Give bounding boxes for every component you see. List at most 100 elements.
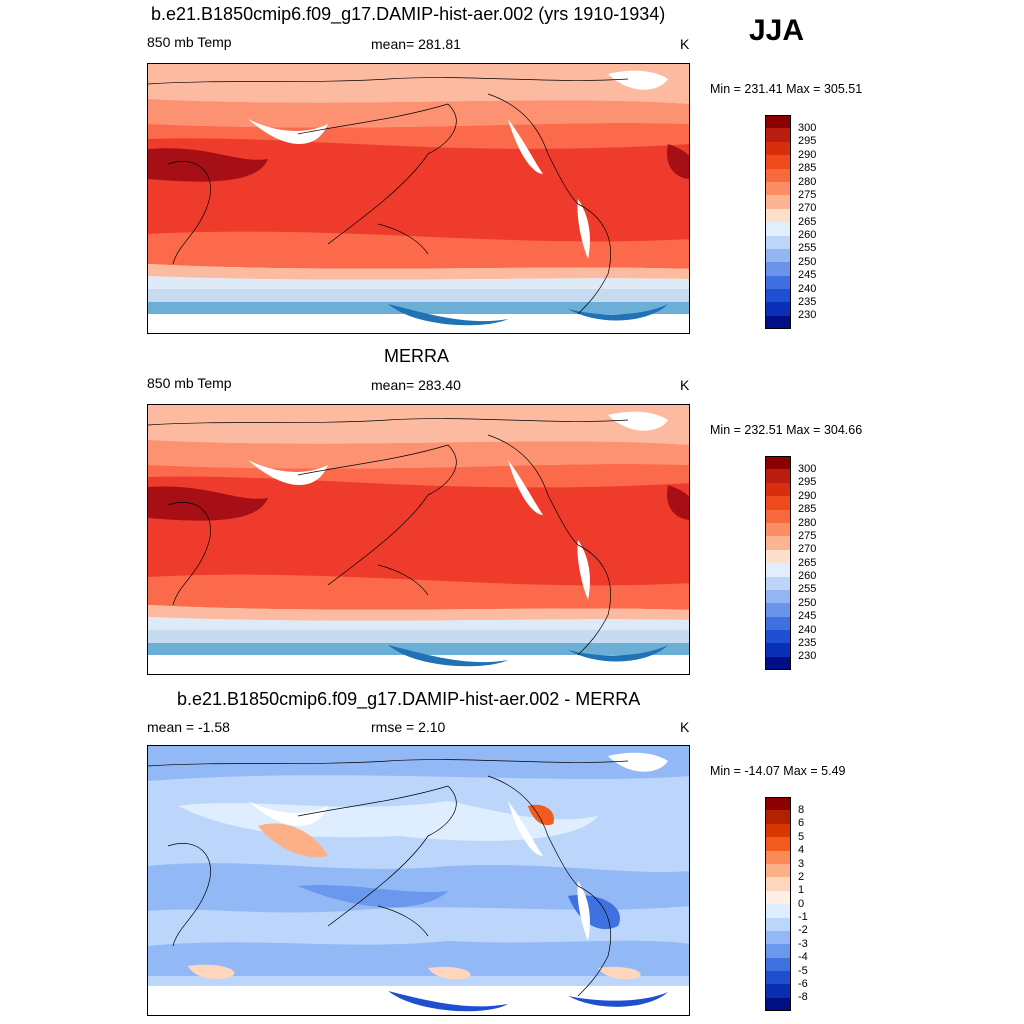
colorbar-swatch	[765, 496, 791, 510]
colorbar-tick-label: 285	[798, 162, 817, 174]
colorbar-swatch	[765, 863, 791, 878]
colorbar-swatch	[765, 315, 791, 330]
colorbar-tick-label: 260	[798, 570, 817, 582]
colorbar-tick-label: -2	[798, 924, 808, 936]
colorbar-tick-label: -6	[798, 978, 808, 990]
colorbar-swatch	[765, 262, 791, 276]
panel-2-field	[148, 405, 689, 674]
colorbar-tick-label: 1	[798, 884, 805, 896]
panel-3-field	[148, 746, 689, 1015]
colorbar-swatch	[765, 971, 791, 985]
colorbar-swatch	[765, 957, 791, 972]
colorbar-swatch	[765, 944, 791, 958]
colorbar-tick-label: 255	[798, 583, 817, 595]
panel-1-coastlines	[148, 77, 629, 315]
colorbar-swatch	[765, 576, 791, 590]
panel-1-colorbar	[765, 115, 791, 330]
panel-1-map	[147, 63, 690, 334]
colorbar-swatch	[765, 155, 791, 169]
panel-2-units-label: K	[680, 377, 690, 393]
panel-2-colorbar	[765, 456, 791, 671]
colorbar-swatch	[765, 456, 791, 470]
colorbar-tick-label: 250	[798, 597, 817, 609]
colorbar-swatch	[765, 195, 791, 209]
colorbar-tick-label: 260	[798, 229, 817, 241]
colorbar-swatch	[765, 589, 791, 604]
panel-2-variable-label: 850 mb Temp	[147, 375, 232, 391]
colorbar-swatch	[765, 235, 791, 249]
colorbar-swatch	[765, 810, 791, 824]
colorbar-tick-label: 280	[798, 176, 817, 188]
panel-1-mean-label: mean= 281.81	[371, 36, 461, 52]
colorbar-tick-label: 230	[798, 309, 817, 321]
colorbar-tick-label: 265	[798, 216, 817, 228]
panel-3-coastlines	[148, 759, 629, 997]
colorbar-swatch	[765, 522, 791, 537]
colorbar-tick-label: 2	[798, 871, 805, 883]
colorbar-swatch	[765, 823, 791, 838]
colorbar-swatch	[765, 289, 791, 303]
panel-2-map	[147, 404, 690, 675]
panel-1-title: b.e21.B1850cmip6.f09_g17.DAMIP-hist-aer.…	[151, 4, 666, 24]
colorbar-tick-label: 295	[798, 476, 817, 488]
panel-1-variable-label: 850 mb Temp	[147, 34, 232, 50]
colorbar-tick-label: 290	[798, 149, 817, 161]
colorbar-swatch	[765, 208, 791, 223]
colorbar-swatch	[765, 997, 791, 1012]
colorbar-swatch	[765, 563, 791, 577]
colorbar-tick-label: -4	[798, 951, 808, 963]
panel-3-mean-label: mean = -1.58	[147, 719, 230, 735]
colorbar-tick-label: 250	[798, 256, 817, 268]
panel-1-field	[148, 64, 689, 333]
colorbar-tick-label: 265	[798, 557, 817, 569]
panel-3-title: b.e21.B1850cmip6.f09_g17.DAMIP-hist-aer.…	[177, 689, 641, 709]
colorbar-swatch	[765, 877, 791, 891]
colorbar-swatch	[765, 616, 791, 631]
colorbar-tick-label: -1	[798, 911, 808, 923]
colorbar-tick-label: 240	[798, 283, 817, 295]
colorbar-tick-label: 300	[798, 463, 817, 475]
colorbar-tick-label: 8	[798, 804, 805, 816]
colorbar-swatch	[765, 656, 791, 671]
colorbar-tick-label: -3	[798, 938, 808, 950]
panel-3-colorbar	[765, 797, 791, 1012]
colorbar-swatch	[765, 115, 791, 129]
colorbar-swatch	[765, 984, 791, 998]
colorbar-swatch	[765, 643, 791, 657]
colorbar-tick-label: 275	[798, 189, 817, 201]
colorbar-tick-label: 235	[798, 637, 817, 649]
colorbar-swatch	[765, 181, 791, 196]
colorbar-swatch	[765, 222, 791, 236]
colorbar-tick-label: 285	[798, 503, 817, 515]
colorbar-swatch	[765, 917, 791, 931]
colorbar-swatch	[765, 850, 791, 864]
colorbar-tick-label: 6	[798, 817, 805, 829]
colorbar-tick-label: 275	[798, 530, 817, 542]
colorbar-swatch	[765, 904, 791, 918]
panel-3-units-label: K	[680, 719, 690, 735]
colorbar-tick-label: 3	[798, 858, 805, 870]
colorbar-swatch	[765, 482, 791, 497]
season-label: JJA	[749, 14, 805, 47]
colorbar-tick-label: 245	[798, 610, 817, 622]
colorbar-swatch	[765, 837, 791, 851]
colorbar-swatch	[765, 630, 791, 644]
colorbar-swatch	[765, 248, 791, 263]
colorbar-tick-label: 295	[798, 135, 817, 147]
panel-2-coastlines	[148, 418, 629, 656]
colorbar-swatch	[765, 890, 791, 905]
colorbar-tick-label: -5	[798, 965, 808, 977]
panel-3-map	[147, 745, 690, 1016]
colorbar-tick-label: 270	[798, 543, 817, 555]
colorbar-tick-label: 300	[798, 122, 817, 134]
colorbar-swatch	[765, 168, 791, 182]
colorbar-tick-label: 270	[798, 202, 817, 214]
panel-1-units-label: K	[680, 36, 690, 52]
colorbar-swatch	[765, 302, 791, 316]
colorbar-swatch	[765, 797, 791, 811]
colorbar-tick-label: 4	[798, 844, 805, 856]
colorbar-swatch	[765, 603, 791, 617]
colorbar-tick-label: -8	[798, 991, 808, 1003]
panel-1-minmax: Min = 231.41 Max = 305.51	[710, 82, 863, 96]
colorbar-tick-label: 0	[798, 898, 805, 910]
